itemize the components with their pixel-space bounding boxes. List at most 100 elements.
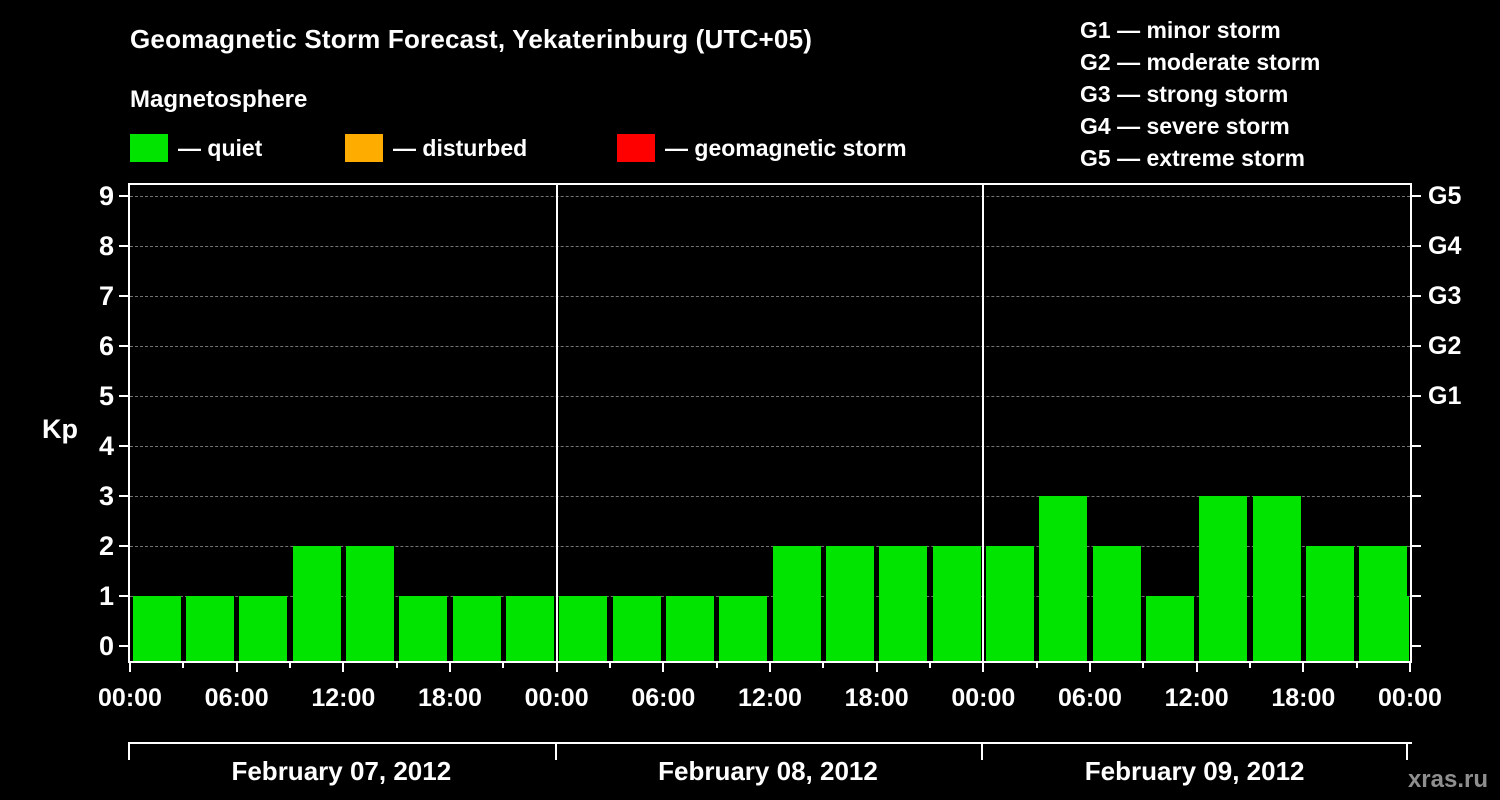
time-label: 00:00 bbox=[524, 684, 589, 712]
date-label: February 07, 2012 bbox=[231, 756, 452, 786]
g-level-label: G5 bbox=[1428, 182, 1462, 210]
date-label: February 08, 2012 bbox=[658, 756, 878, 786]
x-tick-minor bbox=[1249, 663, 1251, 668]
g-level-label: G2 bbox=[1428, 332, 1462, 360]
gridline bbox=[130, 546, 1410, 547]
kp-bar bbox=[399, 596, 448, 661]
gridline bbox=[130, 596, 1410, 597]
g-level-label: G3 bbox=[1428, 282, 1462, 310]
plot-area bbox=[128, 183, 1412, 663]
x-tick-major bbox=[662, 663, 665, 672]
kp-bar bbox=[1039, 496, 1088, 661]
legend-swatch bbox=[617, 134, 655, 162]
time-label: 00:00 bbox=[951, 684, 1016, 712]
x-tick-minor bbox=[929, 663, 931, 668]
x-tick-minor bbox=[822, 663, 825, 668]
x-tick-major bbox=[555, 663, 558, 672]
storm-scale-line: G1 — minor storm bbox=[1080, 17, 1281, 43]
date-separator bbox=[1406, 744, 1408, 760]
kp-bar bbox=[239, 596, 288, 661]
y-tick-left bbox=[119, 345, 128, 347]
y-axis-label: Kp bbox=[42, 414, 78, 444]
y-tick-label: 2 bbox=[98, 531, 114, 561]
time-label: 12:00 bbox=[311, 684, 376, 712]
y-tick-right bbox=[1412, 545, 1421, 547]
kp-bar bbox=[505, 596, 555, 661]
x-tick-minor bbox=[395, 663, 398, 668]
y-tick-left bbox=[119, 645, 128, 647]
storm-scale-legend: G1 — minor storm G2 — moderate storm G3 — … bbox=[1080, 14, 1320, 174]
y-tick-right bbox=[1412, 345, 1421, 347]
date-separator bbox=[128, 744, 130, 760]
legend-heading: Magnetosphere bbox=[130, 86, 308, 113]
kp-bar bbox=[452, 596, 501, 661]
x-tick-major bbox=[1302, 663, 1305, 672]
chart-title: Geomagnetic Storm Forecast, Yekaterinbur… bbox=[130, 24, 813, 54]
y-tick-left bbox=[119, 595, 128, 597]
legend-swatch bbox=[130, 134, 168, 162]
time-label: 18:00 bbox=[418, 684, 482, 712]
kp-bar bbox=[825, 546, 875, 661]
x-tick-major bbox=[875, 663, 878, 672]
y-tick-left bbox=[119, 295, 128, 297]
time-label: 06:00 bbox=[1058, 684, 1122, 712]
legend-label: — quiet bbox=[178, 135, 263, 161]
kp-bar bbox=[612, 596, 661, 661]
legend-label: — disturbed bbox=[393, 135, 528, 161]
gridline bbox=[130, 296, 1410, 297]
gridline bbox=[130, 346, 1410, 347]
time-label: 06:00 bbox=[631, 684, 696, 712]
storm-scale-line: G4 — severe storm bbox=[1080, 113, 1290, 139]
kp-bar bbox=[559, 596, 608, 661]
x-tick-minor bbox=[715, 663, 718, 668]
y-tick-left bbox=[119, 545, 128, 547]
time-label: 18:00 bbox=[1271, 684, 1336, 712]
day-separator-line bbox=[982, 185, 985, 661]
y-tick-right bbox=[1412, 195, 1421, 197]
time-label: 00:00 bbox=[98, 684, 162, 712]
kp-bar bbox=[1252, 496, 1301, 661]
kp-bar bbox=[345, 546, 395, 661]
kp-bar bbox=[1145, 596, 1195, 661]
kp-bar bbox=[879, 546, 928, 661]
x-tick-major bbox=[1195, 663, 1198, 672]
x-tick-minor bbox=[609, 663, 611, 668]
y-tick-left bbox=[119, 445, 128, 447]
y-tick-label: 7 bbox=[98, 281, 114, 311]
time-label: 00:00 bbox=[1378, 684, 1442, 712]
date-separator bbox=[981, 744, 984, 760]
time-label: 18:00 bbox=[844, 684, 909, 712]
y-tick-left bbox=[119, 245, 128, 247]
date-label: February 09, 2012 bbox=[1084, 756, 1305, 786]
legend-swatch bbox=[345, 134, 383, 162]
storm-scale-line: G5 — extreme storm bbox=[1080, 145, 1305, 171]
kp-bar bbox=[1199, 496, 1248, 661]
y-tick-label: 5 bbox=[98, 381, 114, 411]
storm-scale-line: G2 — moderate storm bbox=[1080, 49, 1321, 75]
x-tick-minor bbox=[1142, 663, 1145, 668]
date-strip: February 07, 2012 February 08, 2012 Februa… bbox=[128, 742, 1412, 796]
storm-scale-line: G3 — strong storm bbox=[1080, 81, 1289, 107]
time-label: 12:00 bbox=[1164, 684, 1229, 712]
gridline bbox=[130, 496, 1410, 497]
gridline bbox=[130, 396, 1410, 397]
y-tick-label: 6 bbox=[98, 331, 114, 361]
kp-bar bbox=[665, 596, 715, 661]
kp-bar bbox=[132, 596, 181, 661]
x-tick-major bbox=[1409, 663, 1411, 672]
kp-bar bbox=[1305, 546, 1355, 661]
x-tick-major bbox=[982, 663, 985, 672]
x-tick-minor bbox=[182, 663, 185, 668]
x-tick-minor bbox=[1355, 663, 1358, 668]
kp-bar-trailing bbox=[1390, 596, 1409, 661]
x-tick-major bbox=[129, 663, 131, 672]
y-tick-left bbox=[119, 495, 128, 497]
kp-bar bbox=[1092, 546, 1141, 661]
x-tick-major bbox=[342, 663, 345, 672]
gridline bbox=[130, 446, 1410, 447]
kp-bar bbox=[719, 596, 768, 661]
day-separator-line bbox=[555, 185, 558, 661]
y-tick-label: 9 bbox=[98, 181, 114, 211]
kp-bar bbox=[292, 546, 341, 661]
